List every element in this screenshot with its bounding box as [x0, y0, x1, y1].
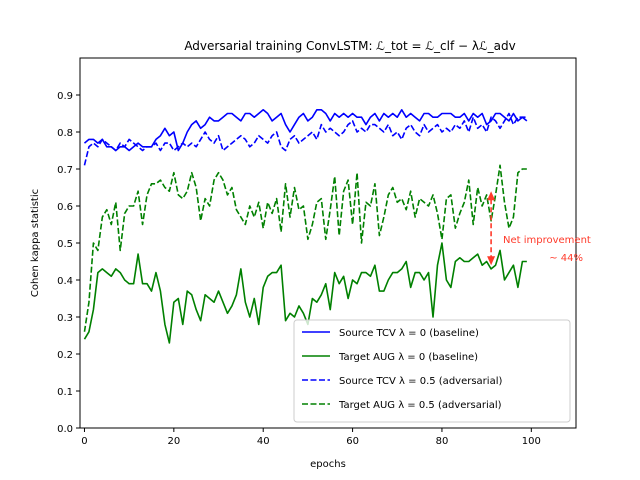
legend-label: Source TCV λ = 0.5 (adversarial) — [339, 376, 502, 387]
series-line-1 — [83, 109, 528, 152]
axis-ticks: 0 20 40 60 80 100 0.0 0.1 0.2 0.3 0.4 0.5 0.6 0.7 0.8 0… — [57, 91, 541, 447]
y-tick-label: 0.5 — [57, 239, 73, 250]
series-line-2 — [83, 242, 527, 344]
legend-label: Target AUG λ = 0.5 (adversarial) — [338, 400, 502, 411]
x-tick-label: 60 — [346, 436, 359, 447]
y-tick-label: 0.1 — [57, 387, 73, 398]
annotation-text-line-2: ~ 44% — [549, 253, 583, 264]
y-tick-label: 0.8 — [57, 128, 73, 139]
y-tick-label: 0.4 — [57, 276, 73, 287]
y-tick-label: 0.3 — [57, 313, 73, 324]
y-tick-label: 0.2 — [57, 350, 73, 361]
y-axis-label: Cohen kappa statistic — [30, 189, 41, 297]
y-tick-label: 0.6 — [57, 202, 73, 213]
legend-label: Source TCV λ = 0 (baseline) — [339, 328, 479, 339]
y-tick-label: 0.0 — [57, 424, 73, 435]
x-tick-label: 80 — [436, 436, 449, 447]
legend-box — [293, 319, 571, 423]
x-tick-label: 100 — [522, 436, 541, 447]
y-tick-label: 0.9 — [57, 91, 73, 102]
y-tick-label: 0.7 — [57, 165, 73, 176]
annotation-text-line-1: Net improvement — [503, 235, 591, 246]
x-axis-label: epochs — [310, 459, 346, 470]
chart-title: Adversarial training ConvLSTM: ℒ_tot = ℒ… — [184, 39, 515, 53]
x-tick-label: 0 — [81, 436, 87, 447]
series-line-4 — [83, 164, 527, 332]
annotation-arrowhead-down — [487, 256, 496, 266]
annotation-arrowhead-up — [487, 191, 496, 201]
x-tick-label: 20 — [167, 436, 180, 447]
series-line-3 — [83, 112, 527, 166]
x-tick-label: 40 — [257, 436, 270, 447]
plot-lines — [83, 109, 528, 344]
legend: Source TCV λ = 0 (baseline) Target AUG λ … — [293, 319, 571, 423]
annotation: Net improvement ~ 44% — [487, 191, 591, 266]
legend-label: Target AUG λ = 0 (baseline) — [338, 352, 478, 363]
